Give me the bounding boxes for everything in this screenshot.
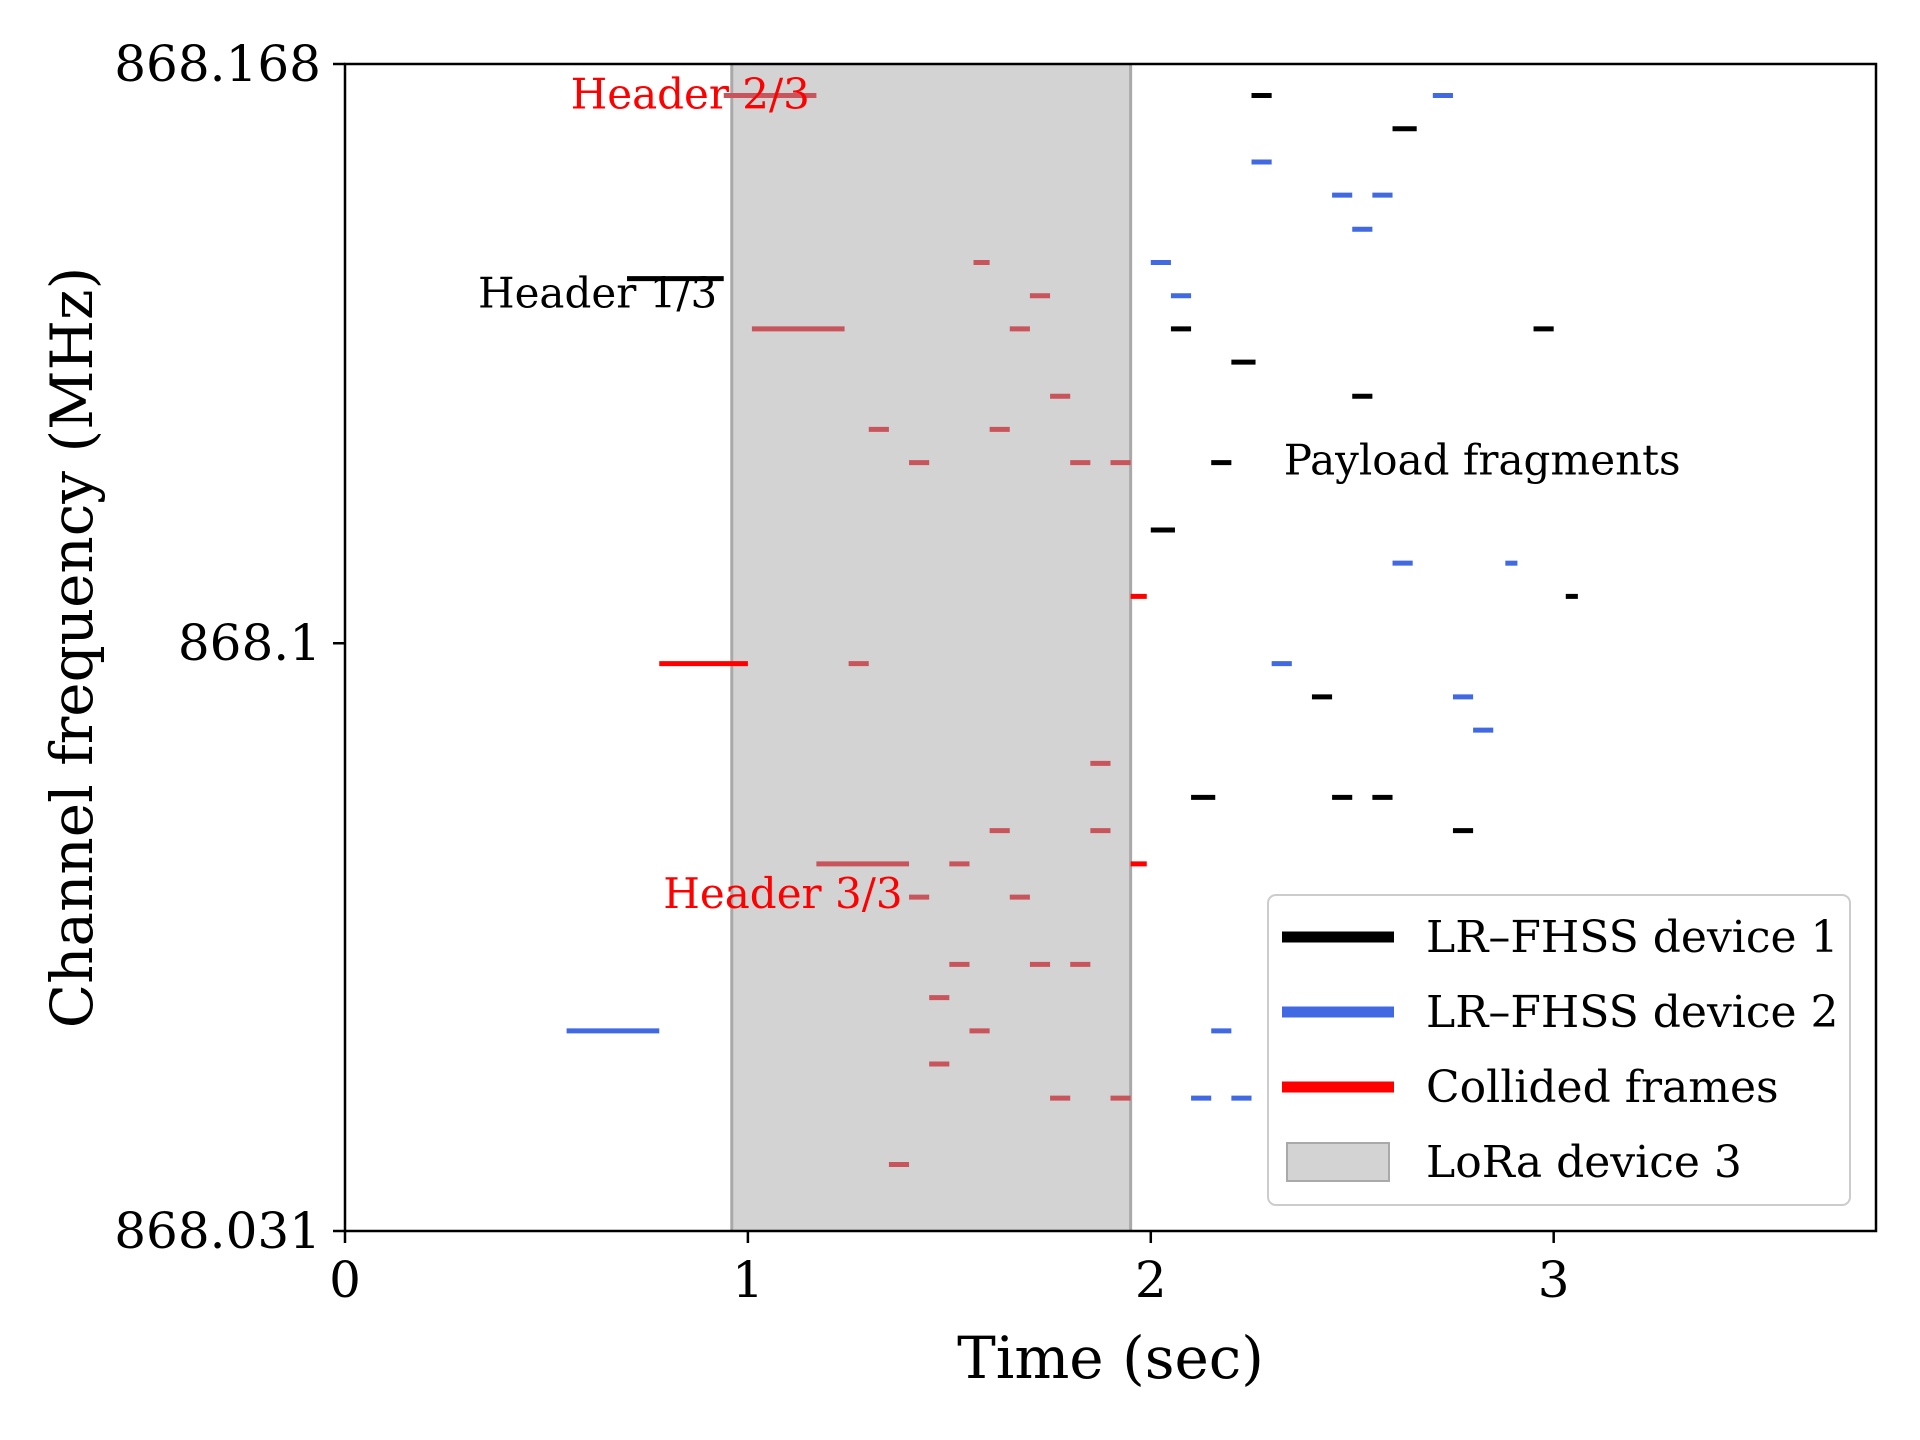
legend-box (1267, 894, 1851, 1206)
x-axis-label: Time (sec) (957, 1324, 1264, 1392)
annotation-3: Payload fragments (1284, 436, 1681, 485)
lora-device-3-band (731, 64, 1131, 1231)
y-tick-label-2: 868.168 (114, 35, 321, 93)
annotation-layer: Header 2/3 Header 1/3 Header 3/3 Payload fr… (478, 69, 1681, 918)
plot-frame (343, 62, 1878, 1233)
annotation-1: Header 1/3 (478, 269, 717, 318)
annotation-0: Header 2/3 (571, 69, 810, 118)
legend-label-1: LR–FHSS device 2 (1426, 987, 1839, 1038)
x-tick-label-0: 0 (329, 1251, 361, 1309)
x-tick-label-2: 2 (1135, 1251, 1167, 1309)
legend: LR–FHSS device 1 LR–FHSS device 2 Collided… (1267, 894, 1851, 1206)
lora-band-layer (730, 64, 1133, 1231)
legend-swatch-3 (1286, 1142, 1390, 1182)
axis-layer: 0 1 2 3 868.031 868.1 868.168 Time (sec) Channel… (38, 35, 1878, 1392)
x-tick-label-1: 1 (732, 1251, 764, 1309)
y-axis-label: Channel frequency (MHz) (38, 267, 106, 1028)
legend-label-2: Collided frames (1426, 1062, 1779, 1113)
segment-layer (566, 93, 1578, 1168)
y-tick-label-0: 868.031 (114, 1202, 321, 1260)
annotation-2: Header 3/3 (663, 869, 902, 918)
y-tick-label-1: 868.1 (178, 614, 321, 672)
legend-label-0: LR–FHSS device 1 (1426, 912, 1839, 963)
legend-label-3: LoRa device 3 (1426, 1137, 1742, 1188)
x-tick-label-3: 3 (1538, 1251, 1570, 1309)
